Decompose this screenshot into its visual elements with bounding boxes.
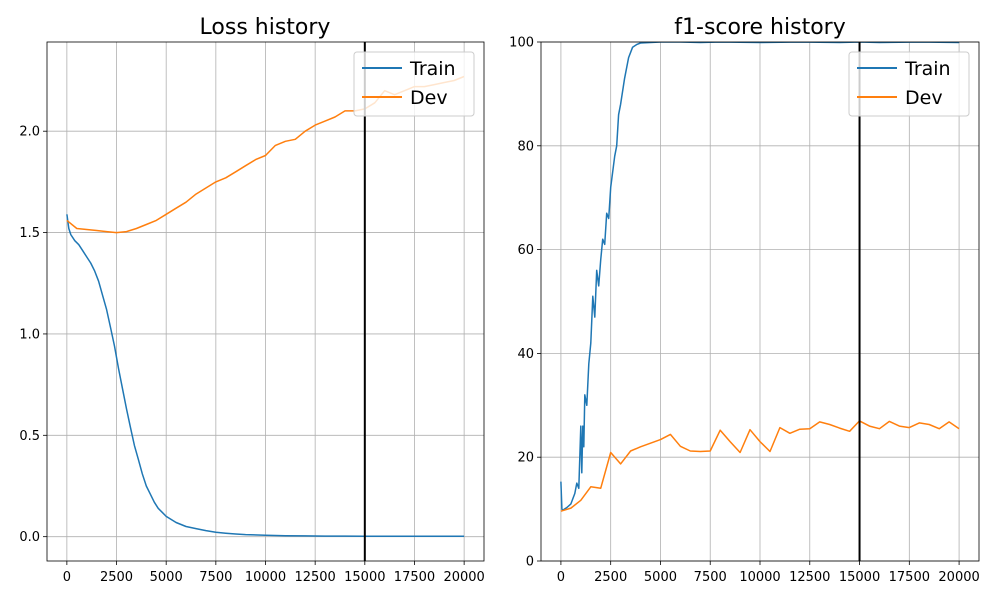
f1-x-tick-label: 12500 bbox=[789, 570, 830, 585]
loss-x-tick-label: 0 bbox=[63, 570, 71, 585]
loss-x-tick-label: 10000 bbox=[245, 570, 286, 585]
loss-x-tick-label: 17500 bbox=[394, 570, 435, 585]
loss-legend-label-dev: Dev bbox=[410, 87, 448, 109]
loss-x-tick-label: 20000 bbox=[443, 570, 484, 585]
loss-legend: Train Dev bbox=[353, 51, 475, 117]
loss-chart-title: Loss history bbox=[200, 15, 331, 40]
f1-x-tick-label: 17500 bbox=[889, 570, 930, 585]
loss-y-tick-label: 1.0 bbox=[19, 327, 40, 342]
loss-history-chart: Loss history 0 2500 5000 7500 10000 12500 1500… bbox=[19, 15, 485, 585]
loss-x-tick-label: 15000 bbox=[344, 570, 385, 585]
loss-y-tick-label: 1.5 bbox=[19, 226, 40, 241]
f1-legend: Train Dev bbox=[848, 51, 970, 117]
f1-y-tick-label: 80 bbox=[517, 139, 534, 154]
f1-x-tick-label: 15000 bbox=[839, 570, 880, 585]
f1-x-tick-label: 5000 bbox=[644, 570, 677, 585]
f1-chart-title: f1-score history bbox=[674, 15, 845, 40]
loss-x-tick-label: 12500 bbox=[294, 570, 335, 585]
f1-legend-label-train: Train bbox=[904, 58, 951, 80]
f1-train-series-line bbox=[560, 42, 960, 511]
loss-x-tick-label: 2500 bbox=[100, 570, 133, 585]
f1-legend-label-dev: Dev bbox=[905, 87, 943, 109]
f1-x-tick-label: 10000 bbox=[739, 570, 780, 585]
loss-y-tick-label: 2.0 bbox=[19, 125, 40, 140]
f1-x-tick-label: 2500 bbox=[594, 570, 627, 585]
loss-y-tick-label: 0.0 bbox=[19, 530, 40, 545]
f1-x-tick-label: 0 bbox=[557, 570, 565, 585]
f1-y-tick-label: 60 bbox=[517, 243, 534, 258]
f1-score-history-chart: f1-score history 0 2500 5000 7500 10000 12500… bbox=[509, 15, 980, 585]
loss-x-tick-label: 7500 bbox=[199, 570, 232, 585]
f1-y-tick-label: 20 bbox=[517, 451, 534, 466]
loss-train-series-line bbox=[66, 214, 465, 538]
f1-x-tick-label: 7500 bbox=[694, 570, 727, 585]
f1-y-tick-label: 100 bbox=[509, 36, 534, 51]
f1-x-tick-label: 20000 bbox=[938, 570, 979, 585]
loss-y-tick-label: 0.5 bbox=[19, 429, 40, 444]
f1-y-tick-label: 0 bbox=[526, 555, 534, 570]
f1-dev-series-line bbox=[560, 420, 960, 512]
loss-legend-label-train: Train bbox=[409, 58, 456, 80]
loss-x-tick-label: 5000 bbox=[150, 570, 183, 585]
f1-y-tick-label: 40 bbox=[517, 347, 534, 362]
